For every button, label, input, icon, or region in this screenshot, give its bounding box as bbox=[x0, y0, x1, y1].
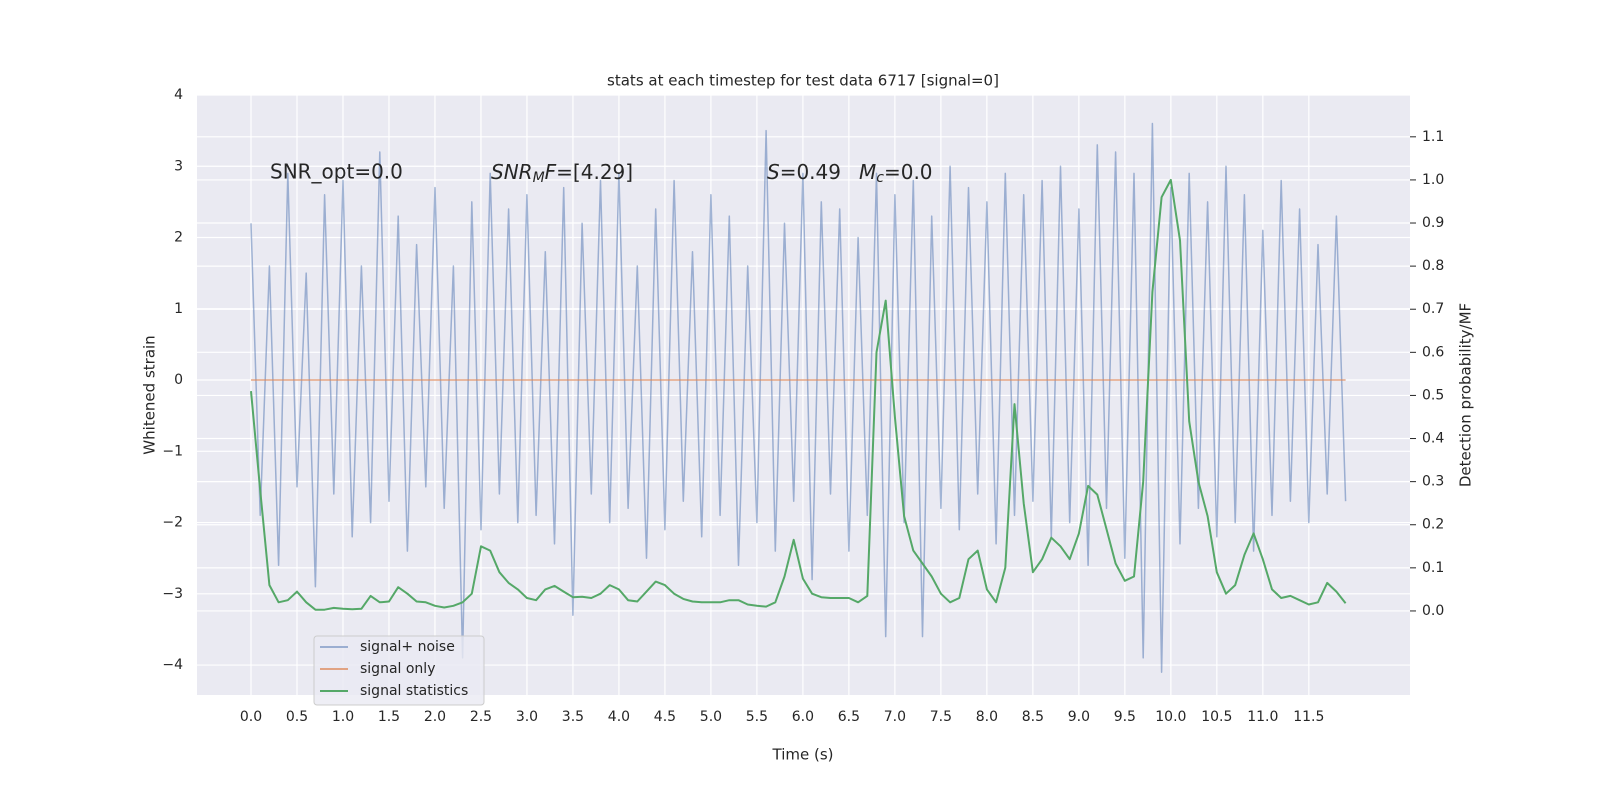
y-axis-label: Whitened strain bbox=[141, 335, 159, 454]
x-tick-label: 3.0 bbox=[516, 709, 538, 725]
y-tick-label: −4 bbox=[162, 657, 183, 673]
legend-label: signal statistics bbox=[360, 683, 468, 699]
y2-tick-label: 0.0 bbox=[1422, 603, 1444, 619]
y2-tick-label: 0.3 bbox=[1422, 474, 1444, 490]
y2-tick-label: 0.8 bbox=[1422, 258, 1444, 274]
x-tick-label: 2.5 bbox=[470, 709, 492, 725]
y-tick-label: 3 bbox=[174, 158, 183, 174]
x-tick-label: 10.5 bbox=[1201, 709, 1232, 725]
y2-tick-label: 0.7 bbox=[1422, 301, 1444, 317]
annotation: S=0.49 bbox=[767, 160, 841, 184]
annotation-part: S bbox=[767, 160, 780, 184]
chart-title: stats at each timestep for test data 671… bbox=[607, 72, 999, 90]
y2-tick-label: 0.2 bbox=[1422, 517, 1444, 533]
y-tick-label: −2 bbox=[162, 515, 183, 531]
y2-tick-label: 0.6 bbox=[1422, 344, 1444, 360]
x-tick-label: 11.5 bbox=[1293, 709, 1324, 725]
legend-label: signal only bbox=[360, 661, 435, 677]
y2-tick-label: 0.4 bbox=[1422, 431, 1444, 447]
y-tick-label: 4 bbox=[174, 87, 183, 103]
x-tick-label: 11.0 bbox=[1247, 709, 1278, 725]
y2-tick-label: 0.9 bbox=[1422, 215, 1444, 231]
x-axis-label: Time (s) bbox=[772, 746, 834, 764]
y2-tick-label: 1.0 bbox=[1422, 172, 1444, 188]
x-tick-label: 2.0 bbox=[424, 709, 446, 725]
y-tick-label: 2 bbox=[174, 230, 183, 246]
x-tick-label: 4.5 bbox=[654, 709, 676, 725]
annotation: SNR_opt=0.0 bbox=[270, 160, 403, 184]
annotation-part: SNR bbox=[491, 160, 533, 184]
series-line bbox=[250, 178, 1347, 611]
y-tick-label: 0 bbox=[174, 372, 183, 388]
x-tick-label: 5.5 bbox=[746, 709, 768, 725]
annotation: Mc=0.0 bbox=[859, 160, 933, 187]
x-tick-label: 6.0 bbox=[792, 709, 814, 725]
annotation-part: F bbox=[545, 160, 557, 184]
annotation-part: =[4.29] bbox=[556, 160, 633, 184]
x-tick-label: 8.5 bbox=[1022, 709, 1044, 725]
x-tick-label: 8.0 bbox=[976, 709, 998, 725]
annotation: SNRMF=[4.29] bbox=[491, 160, 633, 187]
y-tick-label: −3 bbox=[162, 586, 183, 602]
legend-label: signal+ noise bbox=[360, 639, 455, 655]
series-line bbox=[250, 122, 1347, 673]
x-tick-label: 1.5 bbox=[378, 709, 400, 725]
annotation-part: M bbox=[533, 170, 545, 186]
x-tick-label: 5.0 bbox=[700, 709, 722, 725]
y2-tick-label: 0.5 bbox=[1422, 387, 1444, 403]
y2-axis-label: Detection probability/MF bbox=[1457, 303, 1475, 487]
x-tick-label: 0.5 bbox=[286, 709, 308, 725]
x-tick-label: 1.0 bbox=[332, 709, 354, 725]
x-tick-label: 9.0 bbox=[1068, 709, 1090, 725]
x-tick-label: 3.5 bbox=[562, 709, 584, 725]
annotation-part: c bbox=[876, 170, 884, 186]
x-tick-label: 10.0 bbox=[1155, 709, 1186, 725]
y-tick-label: −1 bbox=[162, 443, 183, 459]
x-tick-label: 6.5 bbox=[838, 709, 860, 725]
legend-box bbox=[313, 635, 485, 706]
annotation-part: =0.0 bbox=[884, 160, 933, 184]
x-tick-label: 9.5 bbox=[1114, 709, 1136, 725]
annotation-part: =0.49 bbox=[780, 160, 841, 184]
x-tick-label: 0.0 bbox=[240, 709, 262, 725]
y-tick-label: 1 bbox=[174, 301, 183, 317]
x-tick-label: 4.0 bbox=[608, 709, 630, 725]
x-tick-label: 7.5 bbox=[930, 709, 952, 725]
annotation-part: M bbox=[859, 160, 876, 184]
y2-tick-label: 0.1 bbox=[1422, 560, 1444, 576]
x-tick-label: 7.0 bbox=[884, 709, 906, 725]
y2-tick-label: 1.1 bbox=[1422, 129, 1444, 145]
